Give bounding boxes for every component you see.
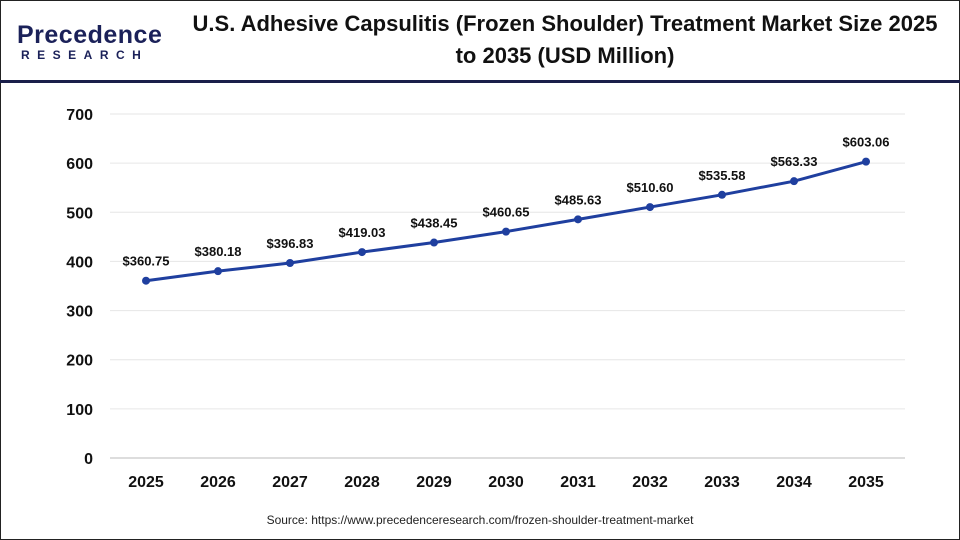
data-label: $460.65 bbox=[483, 205, 530, 220]
x-tick-label: 2028 bbox=[344, 474, 380, 491]
data-label: $535.58 bbox=[699, 168, 746, 183]
data-label: $603.06 bbox=[843, 135, 890, 150]
x-tick-label: 2033 bbox=[704, 474, 740, 491]
precedence-research-logo: Precedence RESEARCH bbox=[17, 21, 163, 62]
data-point bbox=[646, 203, 654, 212]
x-tick-label: 2031 bbox=[560, 474, 596, 491]
y-tick-label: 700 bbox=[66, 107, 93, 124]
data-point bbox=[718, 190, 726, 199]
x-tick-label: 2035 bbox=[848, 474, 884, 491]
y-tick-label: 400 bbox=[66, 254, 93, 271]
data-label: $380.18 bbox=[195, 244, 242, 259]
data-point bbox=[358, 248, 366, 257]
y-tick-label: 300 bbox=[66, 304, 93, 321]
y-tick-label: 0 bbox=[84, 451, 93, 468]
chart-title: U.S. Adhesive Capsulitis (Frozen Shoulde… bbox=[192, 11, 938, 68]
logo-line1: Precedence bbox=[17, 21, 163, 49]
y-tick-label: 600 bbox=[66, 156, 93, 173]
data-point bbox=[430, 238, 438, 247]
x-tick-label: 2025 bbox=[128, 474, 164, 491]
data-label: $396.83 bbox=[267, 236, 314, 251]
y-tick-label: 500 bbox=[66, 205, 93, 222]
x-tick-label: 2032 bbox=[632, 474, 668, 491]
source-note: Source: https://www.precedenceresearch.c… bbox=[266, 513, 694, 527]
x-tick-label: 2034 bbox=[776, 474, 812, 491]
y-tick-label: 100 bbox=[66, 402, 93, 419]
data-label: $563.33 bbox=[771, 154, 818, 169]
data-point bbox=[142, 276, 150, 285]
data-label: $419.03 bbox=[339, 225, 386, 240]
series-line bbox=[145, 160, 867, 283]
y-tick-label: 200 bbox=[66, 353, 93, 370]
data-label: $510.60 bbox=[627, 180, 674, 195]
logo-line2: RESEARCH bbox=[21, 48, 149, 62]
data-point bbox=[286, 258, 294, 267]
header-divider bbox=[0, 80, 960, 83]
data-point bbox=[862, 157, 870, 166]
x-tick-label: 2027 bbox=[272, 474, 308, 491]
data-label: $485.63 bbox=[555, 192, 602, 207]
data-label: $438.45 bbox=[411, 216, 458, 231]
x-tick-label: 2029 bbox=[416, 474, 452, 491]
x-tick-label: 2030 bbox=[488, 474, 524, 491]
data-label: $360.75 bbox=[123, 254, 170, 269]
data-point bbox=[574, 215, 582, 224]
data-point bbox=[502, 227, 510, 236]
data-point bbox=[790, 177, 798, 186]
x-tick-label: 2026 bbox=[200, 474, 236, 491]
data-point bbox=[214, 267, 222, 276]
